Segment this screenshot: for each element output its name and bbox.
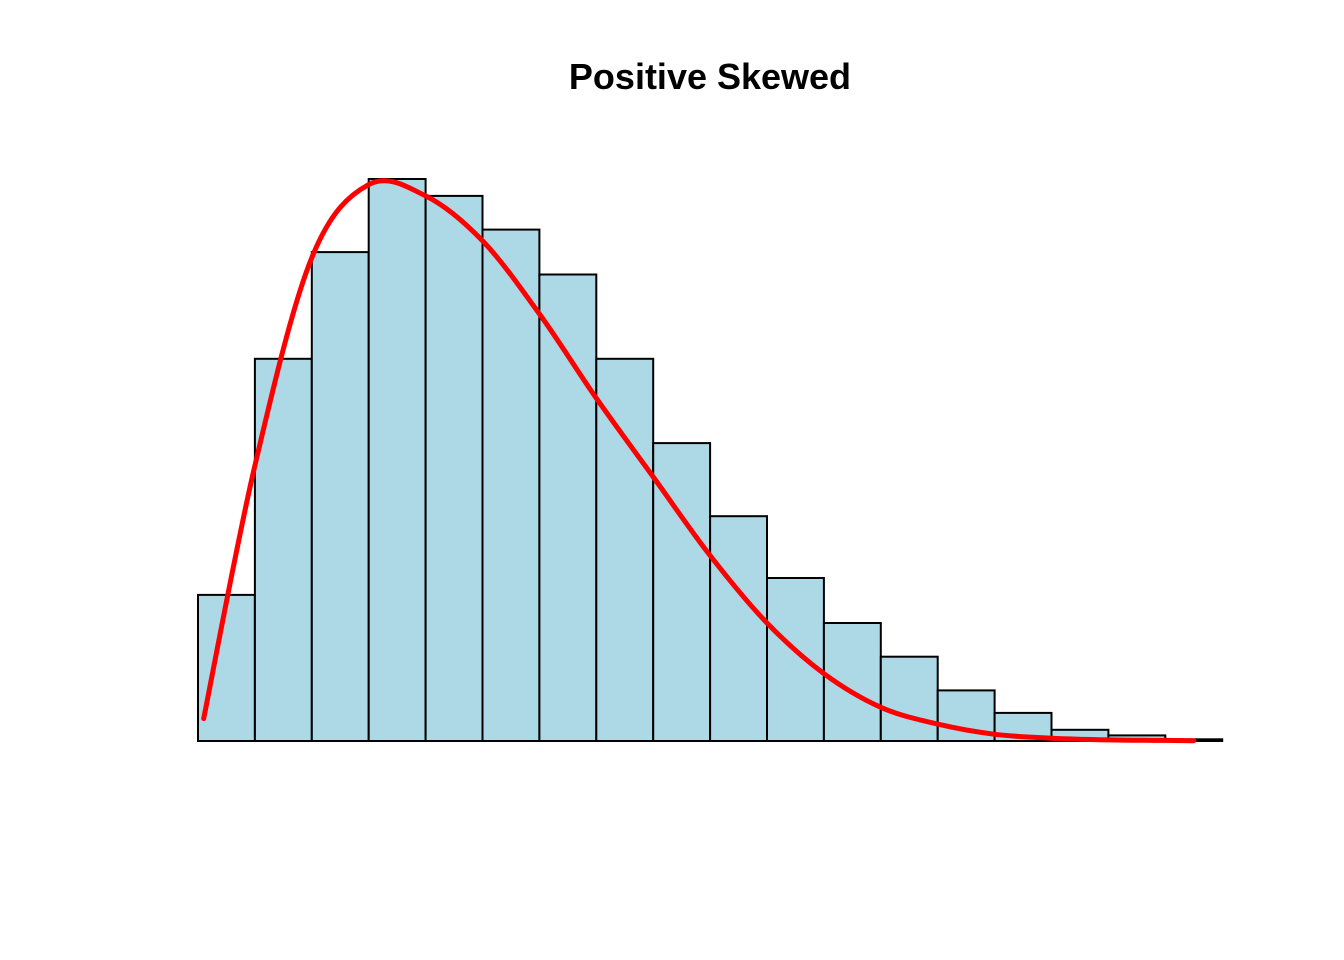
histogram-bar [595, 357, 655, 742]
density-curve [201, 178, 1197, 744]
histogram-bar [367, 178, 427, 742]
histogram-bar [766, 577, 825, 742]
histogram-bar [253, 357, 313, 742]
histogram-bar [709, 515, 768, 743]
chart-title: Positive Skewed [568, 56, 852, 97]
bars-layer [197, 178, 1224, 743]
histogram-bar [879, 655, 939, 743]
histogram-bar [538, 273, 598, 742]
histogram-bar [481, 228, 541, 742]
histogram-bar [310, 251, 370, 742]
histogram-bar [424, 194, 484, 742]
histogram-bar [197, 593, 256, 743]
histogram-bar [652, 442, 712, 742]
